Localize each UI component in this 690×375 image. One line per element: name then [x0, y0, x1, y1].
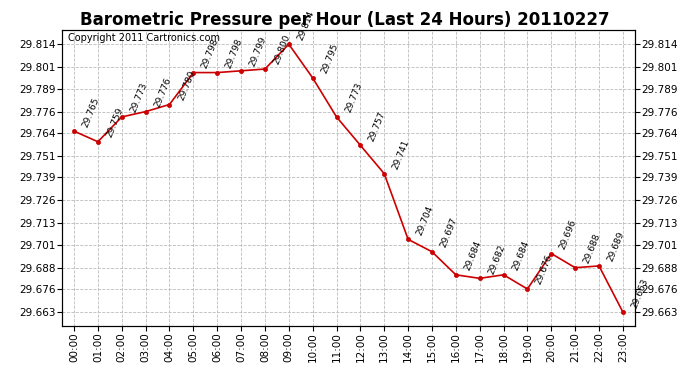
Text: 29.689: 29.689 — [606, 231, 626, 263]
Text: 29.676: 29.676 — [534, 254, 555, 286]
Text: 29.682: 29.682 — [486, 243, 506, 276]
Text: 29.759: 29.759 — [105, 106, 125, 139]
Text: 29.704: 29.704 — [415, 204, 435, 237]
Text: 29.684: 29.684 — [511, 240, 531, 272]
Text: 29.688: 29.688 — [582, 232, 602, 265]
Text: 29.757: 29.757 — [367, 110, 388, 142]
Text: 29.663: 29.663 — [630, 277, 650, 309]
Text: 29.684: 29.684 — [463, 240, 483, 272]
Text: Barometric Pressure per Hour (Last 24 Hours) 20110227: Barometric Pressure per Hour (Last 24 Ho… — [80, 11, 610, 29]
Text: 29.798: 29.798 — [224, 37, 244, 70]
Text: 29.773: 29.773 — [129, 82, 149, 114]
Text: 29.798: 29.798 — [200, 37, 220, 70]
Text: 29.776: 29.776 — [152, 76, 172, 109]
Text: 29.780: 29.780 — [177, 69, 197, 102]
Text: 29.741: 29.741 — [391, 138, 411, 171]
Text: 29.814: 29.814 — [296, 9, 316, 41]
Text: 29.799: 29.799 — [248, 36, 268, 68]
Text: 29.773: 29.773 — [344, 82, 364, 114]
Text: 29.800: 29.800 — [272, 34, 292, 66]
Text: 29.795: 29.795 — [319, 42, 339, 75]
Text: 29.697: 29.697 — [439, 216, 459, 249]
Text: Copyright 2011 Cartronics.com: Copyright 2011 Cartronics.com — [68, 33, 220, 43]
Text: 29.696: 29.696 — [558, 218, 578, 251]
Text: 29.765: 29.765 — [81, 96, 101, 128]
